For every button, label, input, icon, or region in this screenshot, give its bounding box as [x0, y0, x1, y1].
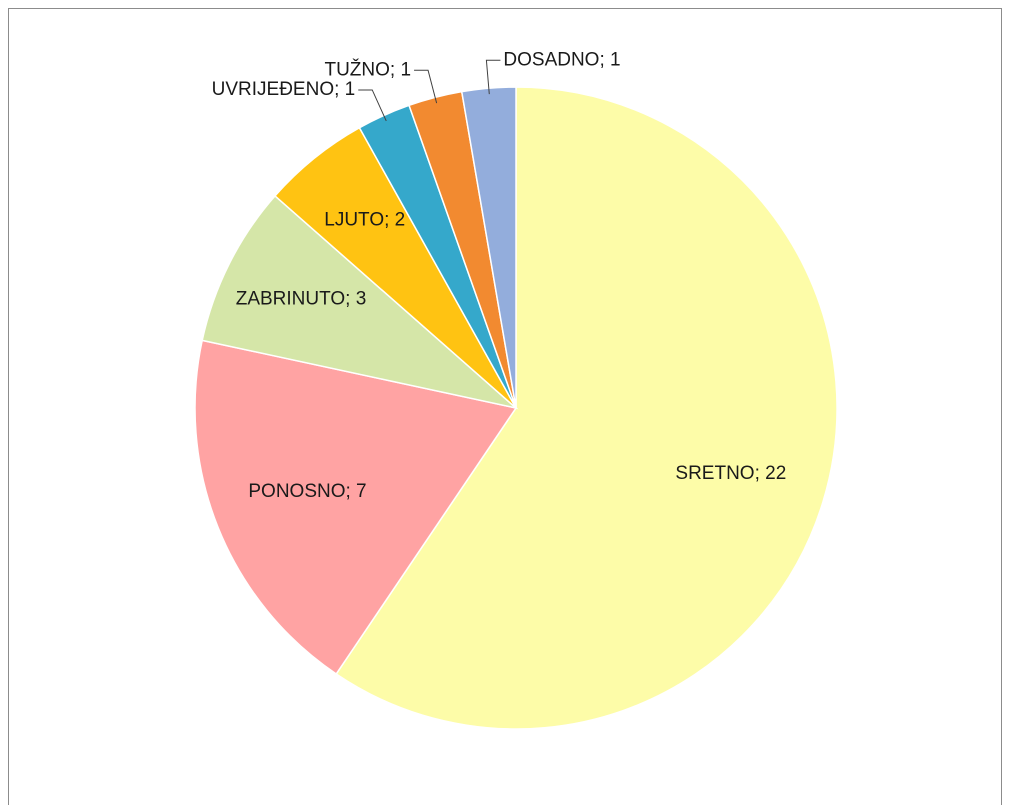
- pie-slice: [335, 86, 838, 730]
- chart-frame: [8, 8, 1002, 805]
- leader-line: [414, 69, 438, 104]
- pie-slice: [194, 339, 518, 675]
- data-label: DOSADNO; 1: [503, 49, 620, 70]
- leader-line: [358, 89, 387, 122]
- data-label: SRETNO; 22: [675, 463, 786, 484]
- data-label: UVRIJEĐENO; 1: [212, 79, 356, 100]
- data-label: TUŽNO; 1: [324, 58, 411, 80]
- data-label: LJUTO; 2: [324, 210, 405, 231]
- data-label: PONOSNO; 7: [248, 481, 366, 502]
- pie-slice: [201, 194, 519, 410]
- leader-line: [485, 59, 501, 95]
- data-label: ZABRINUTO; 3: [236, 289, 367, 310]
